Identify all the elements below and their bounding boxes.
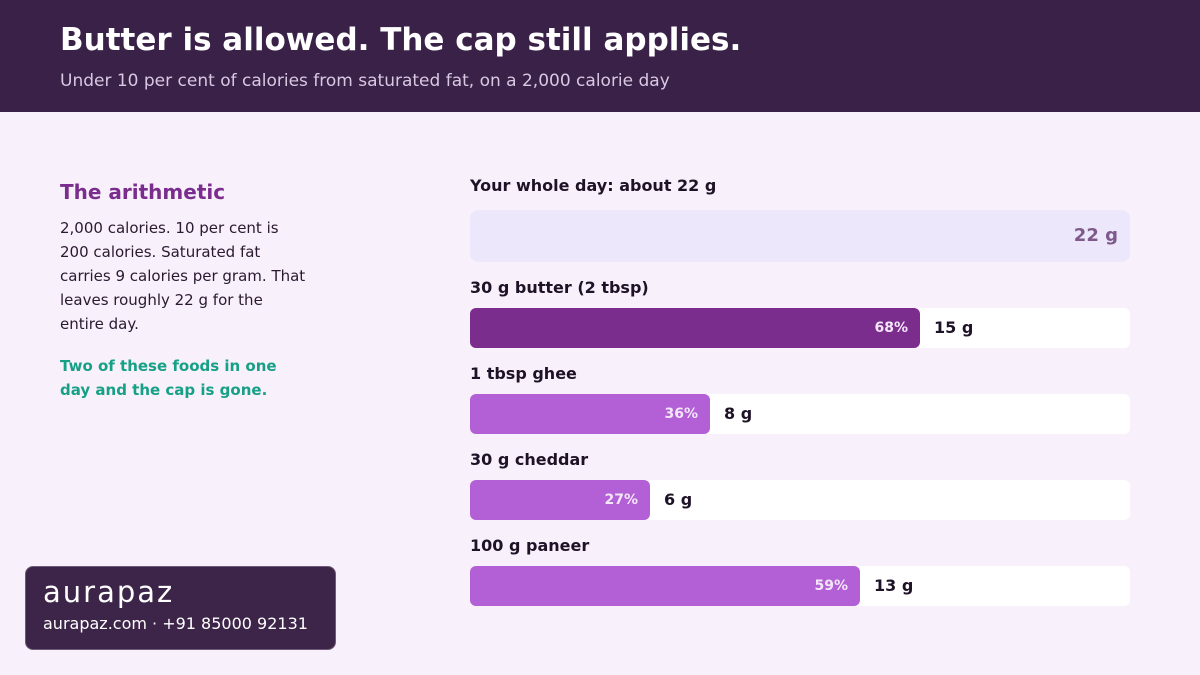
food-bar — [470, 566, 860, 606]
value-label: 13 g — [874, 576, 914, 595]
food-track: 59% 13 g — [470, 566, 1130, 606]
cap-label: Your whole day: about 22 g — [470, 176, 717, 195]
food-bar — [470, 394, 710, 434]
food-label: 1 tbsp ghee — [470, 364, 577, 383]
food-track: 68% 15 g — [470, 308, 1130, 348]
food-bars: 30 g butter (2 tbsp) 68% 15 g 1 tbsp ghee 36… — [470, 276, 1130, 606]
arithmetic-body: 2,000 calories. 10 per cent is 200 calor… — [60, 219, 306, 333]
food-row: 100 g paneer 59% 13 g — [470, 534, 1130, 606]
header-banner: Butter is allowed. The cap still applies… — [0, 0, 1200, 112]
cap-bar: 22 g — [470, 210, 1130, 262]
arithmetic-panel: The arithmetic 2,000 calories. 10 per ce… — [60, 178, 310, 402]
percent-label: 59% — [814, 578, 848, 594]
brand-contact: aurapaz.com · +91 85000 92131 — [43, 614, 308, 633]
arithmetic-note: Two of these foods in one day and the ca… — [60, 357, 277, 399]
value-label: 8 g — [724, 404, 753, 423]
food-track: 27% 6 g — [470, 480, 1130, 520]
percent-label: 68% — [874, 320, 908, 336]
food-row: 1 tbsp ghee 36% 8 g — [470, 362, 1130, 434]
page-subtitle: Under 10 per cent of calories from satur… — [60, 71, 670, 91]
brand-card: aurapaz aurapaz.com · +91 85000 92131 — [25, 566, 336, 650]
page-title: Butter is allowed. The cap still applies… — [60, 22, 742, 58]
value-label: 15 g — [934, 318, 974, 337]
percent-label: 36% — [664, 406, 698, 422]
cap-value-label: 22 g — [1073, 225, 1118, 246]
food-label: 30 g butter (2 tbsp) — [470, 278, 649, 297]
food-bar — [470, 480, 650, 520]
food-row: 30 g butter (2 tbsp) 68% 15 g — [470, 276, 1130, 348]
food-label: 30 g cheddar — [470, 450, 589, 469]
saturated-fat-chart: Your whole day: about 22 g 22 g 30 g but… — [470, 174, 1130, 606]
food-row: 30 g cheddar 27% 6 g — [470, 448, 1130, 520]
food-bar — [470, 308, 920, 348]
percent-label: 27% — [604, 492, 638, 508]
food-label: 100 g paneer — [470, 536, 590, 555]
brand-logo: aurapaz — [43, 575, 175, 609]
food-track: 36% 8 g — [470, 394, 1130, 434]
arithmetic-heading: The arithmetic — [60, 180, 226, 204]
value-label: 6 g — [664, 490, 693, 509]
